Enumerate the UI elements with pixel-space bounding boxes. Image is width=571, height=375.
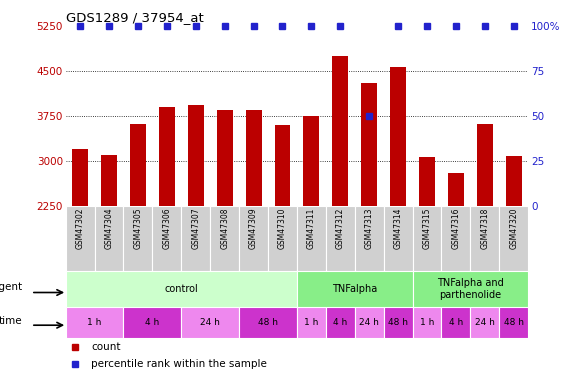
Text: TNFalpha: TNFalpha [332,284,377,294]
Bar [441,206,471,271]
Text: GSM47310: GSM47310 [278,207,287,249]
Bar [506,156,522,206]
Text: GSM47302: GSM47302 [75,207,85,249]
Bar [188,105,204,206]
Bar [217,111,232,206]
Bar [355,307,384,338]
Bar [384,307,413,338]
Text: GSM47312: GSM47312 [336,207,345,249]
Text: 48 h: 48 h [504,318,524,327]
Text: GSM47318: GSM47318 [480,207,489,249]
Text: TNFalpha and
parthenolide: TNFalpha and parthenolide [437,278,504,300]
Bar [130,124,146,206]
Text: GSM47313: GSM47313 [365,207,373,249]
Bar [413,307,441,338]
Bar [66,271,297,307]
Bar [413,271,528,307]
Bar [182,206,210,271]
Text: GDS1289 / 37954_at: GDS1289 / 37954_at [66,11,203,24]
Text: 24 h: 24 h [359,318,379,327]
Bar [419,157,435,206]
Bar [246,111,262,206]
Bar [297,206,326,271]
Text: percentile rank within the sample: percentile rank within the sample [91,359,267,369]
Bar [210,206,239,271]
Text: 48 h: 48 h [388,318,408,327]
Text: GSM47307: GSM47307 [191,207,200,249]
Bar [471,307,499,338]
Bar [101,155,117,206]
Bar [297,307,326,338]
Text: GSM47320: GSM47320 [509,207,518,249]
Text: GSM47306: GSM47306 [162,207,171,249]
Bar [332,56,348,206]
Bar [123,307,182,338]
Text: 24 h: 24 h [475,318,494,327]
Text: GSM47311: GSM47311 [307,207,316,249]
Bar [471,206,499,271]
Text: 1 h: 1 h [87,318,102,327]
Text: GSM47309: GSM47309 [249,207,258,249]
Bar [303,117,319,206]
Bar [95,206,123,271]
Bar [297,271,412,307]
Bar [268,206,297,271]
Bar [390,68,406,206]
Bar [239,307,297,338]
Text: 48 h: 48 h [258,318,278,327]
Bar [66,206,95,271]
Text: 24 h: 24 h [200,318,220,327]
Bar [72,149,88,206]
Text: 4 h: 4 h [449,318,463,327]
Text: GSM47315: GSM47315 [423,207,432,249]
Bar [275,125,291,206]
Text: GSM47304: GSM47304 [104,207,114,249]
Bar [441,307,471,338]
Text: GSM47308: GSM47308 [220,207,229,249]
Bar [448,173,464,206]
Text: time: time [0,316,22,326]
Text: GSM47314: GSM47314 [393,207,403,249]
Bar [477,124,493,206]
Text: 4 h: 4 h [145,318,159,327]
Text: 1 h: 1 h [304,318,319,327]
Text: agent: agent [0,282,22,292]
Text: 4 h: 4 h [333,318,347,327]
Bar [413,206,441,271]
Text: control: control [164,284,198,294]
Text: count: count [91,342,120,352]
Bar [499,206,528,271]
Bar [152,206,182,271]
Bar [182,307,239,338]
Bar [326,206,355,271]
Bar [361,83,377,206]
Bar [355,206,384,271]
Bar [326,307,355,338]
Bar [384,206,413,271]
Bar [159,107,175,206]
Text: 1 h: 1 h [420,318,434,327]
Bar [66,307,123,338]
Bar [123,206,152,271]
Text: GSM47316: GSM47316 [452,207,460,249]
Bar [239,206,268,271]
Bar [499,307,528,338]
Text: GSM47305: GSM47305 [134,207,142,249]
